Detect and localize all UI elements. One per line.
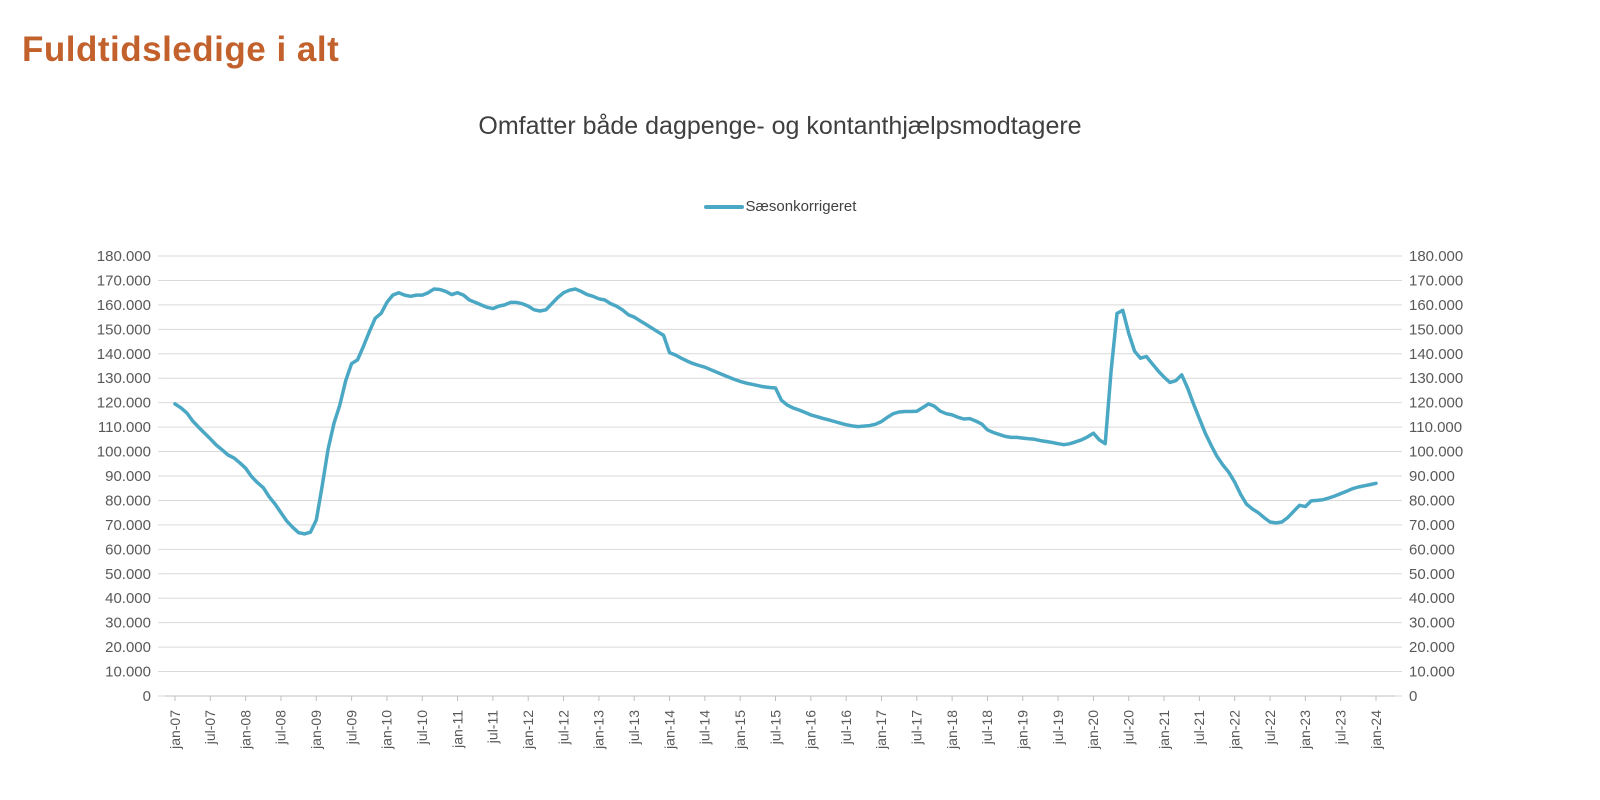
x-axis-label: jan-21 bbox=[1156, 710, 1172, 750]
y-axis-label-left: 10.000 bbox=[105, 664, 151, 681]
x-axis-label: jan-22 bbox=[1226, 710, 1242, 750]
x-axis-label: jul-21 bbox=[1191, 710, 1207, 745]
y-axis-label-left: 70.000 bbox=[105, 517, 151, 534]
y-axis-label-right: 80.000 bbox=[1409, 492, 1455, 509]
y-axis-label-right: 30.000 bbox=[1409, 615, 1455, 632]
x-axis-label: jan-15 bbox=[732, 710, 748, 750]
x-axis-label: jan-24 bbox=[1368, 710, 1384, 750]
x-axis-label: jan-10 bbox=[379, 710, 395, 750]
y-axis-label-left: 80.000 bbox=[105, 492, 151, 509]
x-axis-label: jan-16 bbox=[803, 710, 819, 750]
x-axis-label: jul-19 bbox=[1050, 710, 1066, 745]
y-axis-label-right: 170.000 bbox=[1409, 272, 1463, 289]
legend-line-marker bbox=[703, 204, 744, 209]
y-axis-label-left: 130.000 bbox=[97, 370, 151, 387]
y-axis-label-right: 140.000 bbox=[1409, 346, 1463, 363]
x-axis-label: jan-12 bbox=[520, 710, 536, 750]
x-axis-label: jan-23 bbox=[1297, 710, 1313, 750]
y-axis-label-left: 170.000 bbox=[97, 272, 151, 289]
y-axis-label-left: 20.000 bbox=[105, 639, 151, 656]
x-axis-label: jul-09 bbox=[343, 710, 359, 745]
x-axis-label: jan-13 bbox=[591, 710, 607, 750]
x-axis-label: jul-14 bbox=[697, 710, 713, 745]
x-axis-label: jan-19 bbox=[1015, 710, 1031, 750]
x-axis-label: jan-17 bbox=[873, 710, 889, 750]
y-axis-label-right: 70.000 bbox=[1409, 517, 1455, 534]
y-axis-label-left: 120.000 bbox=[97, 395, 151, 412]
y-axis-label-left: 150.000 bbox=[97, 321, 151, 338]
series-line-saesonkorrigeret bbox=[173, 287, 1378, 536]
x-axis-label: jul-10 bbox=[414, 710, 430, 745]
x-axis-label: jul-08 bbox=[273, 710, 289, 745]
x-axis-label: jul-15 bbox=[767, 710, 783, 745]
y-axis-label-right: 10.000 bbox=[1409, 664, 1455, 681]
x-axis-label: jan-20 bbox=[1085, 710, 1101, 750]
x-axis-label: jul-22 bbox=[1262, 710, 1278, 745]
y-axis-label-right: 60.000 bbox=[1409, 541, 1455, 558]
y-axis-label-right: 150.000 bbox=[1409, 321, 1463, 338]
y-axis-label-right: 120.000 bbox=[1409, 395, 1463, 412]
x-axis-label: jan-07 bbox=[167, 710, 183, 750]
y-axis-label-right: 130.000 bbox=[1409, 370, 1463, 387]
x-axis-label: jan-08 bbox=[237, 710, 253, 750]
y-axis-label-right: 90.000 bbox=[1409, 468, 1455, 485]
y-axis-label-left: 90.000 bbox=[105, 468, 151, 485]
x-axis-label: jul-16 bbox=[838, 710, 854, 745]
x-axis-label: jan-09 bbox=[308, 710, 324, 750]
y-axis-label-left: 140.000 bbox=[97, 346, 151, 363]
y-axis-label-left: 40.000 bbox=[105, 590, 151, 607]
y-axis-label-left: 180.000 bbox=[97, 248, 151, 265]
y-axis-label-right: 20.000 bbox=[1409, 639, 1455, 656]
y-axis-label-right: 40.000 bbox=[1409, 590, 1455, 607]
x-axis-label: jul-11 bbox=[485, 710, 501, 744]
x-axis-label: jul-13 bbox=[626, 710, 642, 745]
x-axis-label: jul-18 bbox=[979, 710, 995, 745]
x-axis-label: jul-07 bbox=[202, 710, 218, 745]
chart-legend: Sæsonkorrigeret bbox=[165, 198, 1395, 215]
y-axis-label-left: 0 bbox=[143, 688, 151, 705]
x-axis-label: jul-20 bbox=[1120, 710, 1136, 745]
x-axis-label: jan-14 bbox=[661, 710, 677, 750]
y-axis-label-left: 50.000 bbox=[105, 566, 151, 583]
legend-series-label: Sæsonkorrigeret bbox=[745, 198, 857, 215]
x-axis-label: jan-18 bbox=[944, 710, 960, 750]
y-axis-label-left: 100.000 bbox=[97, 444, 151, 461]
x-axis-label: jul-17 bbox=[909, 710, 925, 745]
chart-title: Omfatter både dagpenge- og kontanthjælps… bbox=[478, 112, 1082, 140]
y-axis-label-left: 30.000 bbox=[105, 615, 151, 632]
x-axis-label: jul-12 bbox=[555, 710, 571, 745]
y-axis-label-left: 110.000 bbox=[98, 419, 151, 436]
y-axis-label-left: 160.000 bbox=[97, 297, 151, 314]
page-title: Fuldtidsledige i alt bbox=[22, 30, 340, 69]
x-axis-label: jan-11 bbox=[449, 710, 465, 749]
y-axis-label-right: 160.000 bbox=[1409, 297, 1463, 314]
y-axis-label-right: 100.000 bbox=[1409, 444, 1463, 461]
y-axis-label-right: 110.000 bbox=[1409, 419, 1462, 436]
y-axis-label-right: 180.000 bbox=[1409, 248, 1463, 265]
y-axis-label-right: 0 bbox=[1409, 688, 1417, 705]
y-axis-label-right: 50.000 bbox=[1409, 566, 1455, 583]
x-axis-label: jul-23 bbox=[1332, 710, 1348, 745]
y-axis-label-left: 60.000 bbox=[105, 541, 151, 558]
